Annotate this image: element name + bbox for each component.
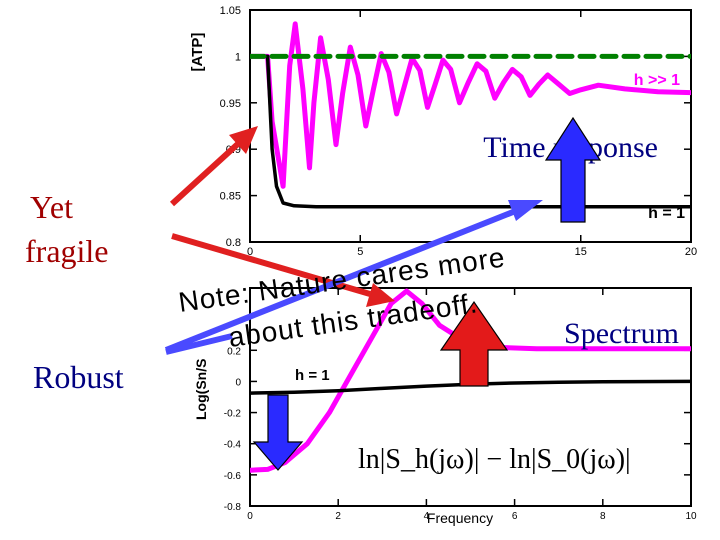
ytick-label: 0.8 bbox=[226, 237, 241, 249]
side-labels: Yet fragile Robust bbox=[25, 189, 124, 395]
spectrum-label-h-one: h = 1 bbox=[295, 367, 330, 384]
ytick-label: 1.05 bbox=[220, 5, 241, 17]
ytick-label: 0.85 bbox=[220, 191, 241, 203]
xtick-label: 2 bbox=[335, 511, 341, 522]
red-arrow-to-time-curve bbox=[169, 126, 258, 207]
xtick-label: 15 bbox=[575, 246, 587, 258]
xtick-label: 6 bbox=[512, 511, 518, 522]
series-line-h-1 bbox=[250, 288, 691, 473]
xtick-label: 20 bbox=[685, 246, 697, 258]
time-up-arrow bbox=[544, 116, 602, 223]
time-label-h-high: h >> 1 bbox=[634, 72, 680, 89]
xtick-label: 5 bbox=[357, 246, 363, 258]
ytick-label: 0 bbox=[235, 377, 241, 388]
time-label-h-one: h = 1 bbox=[648, 205, 685, 222]
blue-arrow-to-spectrum bbox=[165, 333, 233, 355]
spectrum-title: Spectrum bbox=[564, 317, 679, 350]
xtick-label: 8 bbox=[600, 511, 606, 522]
xtick-label: 4 bbox=[424, 511, 430, 522]
ytick-label: 0.95 bbox=[220, 98, 241, 110]
ytick-label: -0.8 bbox=[224, 502, 242, 513]
label-fragile: fragile bbox=[25, 233, 109, 269]
label-yet: Yet bbox=[30, 189, 73, 225]
spectrum-formula: ln|S_h(jω)| − ln|S_0(jω)| bbox=[358, 444, 631, 475]
spectrum-down-arrow bbox=[252, 394, 304, 471]
time-ylabel: [ATP] bbox=[189, 33, 206, 72]
label-robust: Robust bbox=[33, 359, 124, 395]
xtick-label: 10 bbox=[685, 511, 697, 522]
arrows bbox=[164, 116, 602, 471]
ytick-label: -0.4 bbox=[224, 440, 242, 451]
series-line-h-1 bbox=[250, 21, 691, 189]
ytick-label: -0.6 bbox=[224, 471, 242, 482]
xtick-label: 0 bbox=[247, 511, 253, 522]
ytick-label: -0.2 bbox=[224, 409, 242, 420]
ytick-label: 1 bbox=[235, 51, 241, 63]
series-line-h-1 bbox=[250, 54, 691, 209]
spectrum-xlabel: Frequency bbox=[427, 510, 493, 526]
xtick-label: 0 bbox=[247, 246, 253, 258]
spectrum-ylabel: Log(Sn/S bbox=[193, 359, 209, 420]
ytick-label: 0.2 bbox=[227, 346, 241, 357]
series-line-h-1 bbox=[250, 379, 691, 395]
spectrum-up-arrow bbox=[439, 300, 509, 387]
blue-arrow-to-time-h-one bbox=[164, 200, 543, 353]
